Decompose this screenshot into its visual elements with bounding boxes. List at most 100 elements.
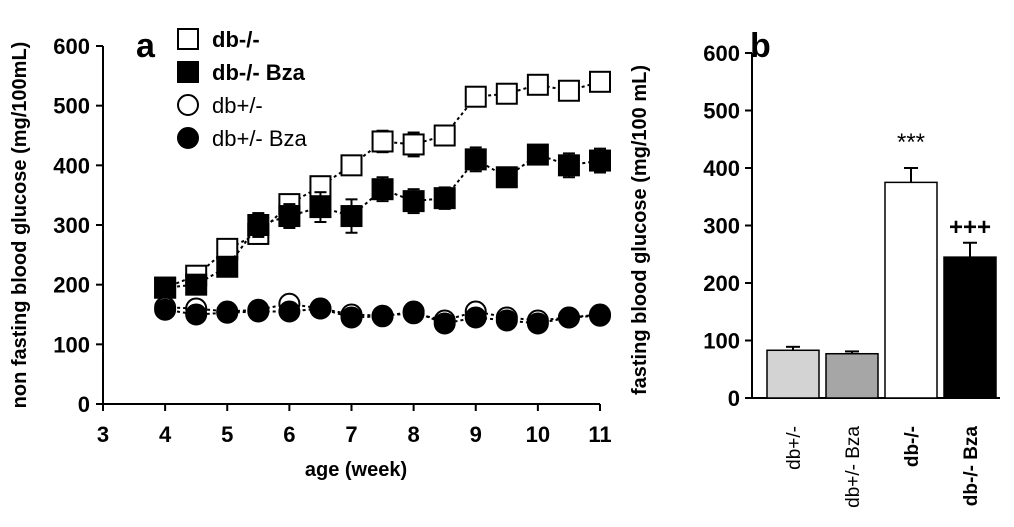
tick-labels-b: 0 100 200 300 400 500 600	[703, 41, 740, 411]
data-point	[185, 303, 208, 326]
y-tick-label-b: 500	[703, 99, 740, 124]
category-label: db+/-	[784, 426, 805, 470]
y-tick-label-a: 400	[53, 153, 90, 178]
category-label: db+/- Bza	[843, 426, 864, 508]
bar-chart-panel-b: b fasting blood glucose (mg/100 mL) 0 100…	[629, 27, 1000, 508]
legend-marker	[177, 127, 199, 149]
significance-annotation: ***	[897, 129, 925, 156]
data-point	[371, 305, 394, 328]
line-chart-panel-a: a non fasting blood glucose (mg/100mL) a…	[9, 27, 612, 481]
legend-marker	[177, 61, 199, 83]
data-point	[589, 304, 611, 327]
x-tick-label-a: 9	[470, 422, 482, 447]
bar-2-group: ***	[884, 129, 938, 399]
y-tick-label-b: 0	[728, 386, 740, 411]
data-point	[371, 130, 394, 153]
data-point	[340, 306, 363, 329]
x-tick-label-a: 4	[159, 422, 172, 447]
series-3-group	[154, 297, 611, 335]
data-point	[526, 312, 549, 335]
bar-0-group	[766, 345, 820, 399]
y-axis-title-b: fasting blood glucose (mg/100 mL)	[629, 65, 651, 395]
series-1-group	[154, 143, 611, 299]
y-tick-label-a: 100	[53, 332, 90, 357]
legend-marker	[177, 28, 199, 50]
y-tick-label-b: 600	[703, 41, 740, 66]
data-point	[589, 149, 611, 172]
data-point	[216, 255, 239, 278]
y-tick-label-b: 200	[703, 271, 740, 296]
panel-a-label: a	[136, 27, 156, 65]
significance-annotation: +++	[949, 214, 991, 241]
y-tick-label-a: 600	[53, 34, 90, 59]
data-point	[402, 190, 425, 213]
bar	[943, 256, 997, 399]
x-tick-label-a: 8	[408, 422, 420, 447]
bar	[825, 352, 879, 399]
data-point	[557, 154, 580, 177]
x-tick-label-a: 5	[221, 422, 233, 447]
data-point	[402, 300, 425, 323]
data-point	[495, 166, 518, 189]
bars-group-b: *** +++	[766, 129, 997, 399]
data-point	[247, 300, 270, 323]
legend-label: db+/- Bza	[212, 126, 308, 151]
data-point	[216, 301, 239, 324]
series-group-a	[154, 70, 611, 335]
data-point	[247, 214, 270, 236]
legend-marker	[177, 94, 199, 116]
data-point	[309, 196, 332, 219]
y-tick-label-b: 100	[703, 329, 740, 354]
y-tick-label-b: 300	[703, 214, 740, 239]
axes-a	[96, 45, 601, 411]
x-tick-label-a: 11	[588, 422, 611, 447]
x-tick-label-a: 3	[97, 422, 109, 447]
data-point	[464, 85, 487, 108]
data-point	[371, 178, 394, 201]
data-point	[557, 79, 580, 102]
y-tick-label-a: 200	[53, 273, 90, 298]
tick-labels-a: 0 100 200 300 400 500 600 3 4 5 6 7 8 9 10 11	[53, 34, 611, 447]
data-point	[433, 187, 456, 210]
category-label: db-/- Bza	[961, 426, 982, 507]
legend-label: db-/-	[212, 27, 260, 52]
data-point	[495, 82, 518, 105]
legend-label: db-/- Bza	[212, 60, 306, 85]
bar	[884, 181, 938, 399]
y-tick-label-a: 0	[78, 392, 90, 417]
panel-b-label: b	[750, 27, 771, 65]
x-axis-title-a: age (week)	[305, 459, 407, 481]
data-point	[278, 300, 301, 323]
y-tick-label-b: 400	[703, 156, 740, 181]
data-point	[402, 133, 425, 156]
x-tick-label-a: 6	[283, 422, 295, 447]
data-point	[185, 273, 208, 296]
y-tick-label-a: 300	[53, 213, 90, 238]
category-labels-b: db+/- db+/- Bza db-/- db-/- Bza	[784, 426, 982, 508]
x-tick-label-a: 10	[526, 422, 550, 447]
data-point	[464, 306, 487, 329]
bar-1-group	[825, 350, 879, 399]
bar	[766, 349, 820, 399]
legend-a: db-/- db-/- Bza db+/- db+/- Bza	[177, 27, 308, 151]
y-tick-label-a: 500	[53, 94, 90, 119]
data-point	[278, 205, 301, 228]
data-point	[433, 312, 456, 335]
data-point	[557, 306, 580, 329]
data-point	[526, 143, 549, 166]
data-point	[433, 124, 456, 147]
y-axis-title-a: non fasting blood glucose (mg/100mL)	[9, 42, 31, 409]
data-point	[154, 276, 177, 299]
category-label: db-/-	[902, 426, 923, 467]
legend-label: db+/-	[212, 93, 263, 118]
data-point	[340, 205, 363, 228]
data-point	[154, 298, 177, 321]
x-tick-label-a: 7	[345, 422, 357, 447]
data-point	[589, 70, 611, 93]
bar-3-group: +++	[943, 214, 997, 399]
data-point	[340, 154, 363, 177]
data-point	[309, 297, 332, 320]
data-point	[495, 309, 518, 332]
data-point	[526, 73, 549, 96]
